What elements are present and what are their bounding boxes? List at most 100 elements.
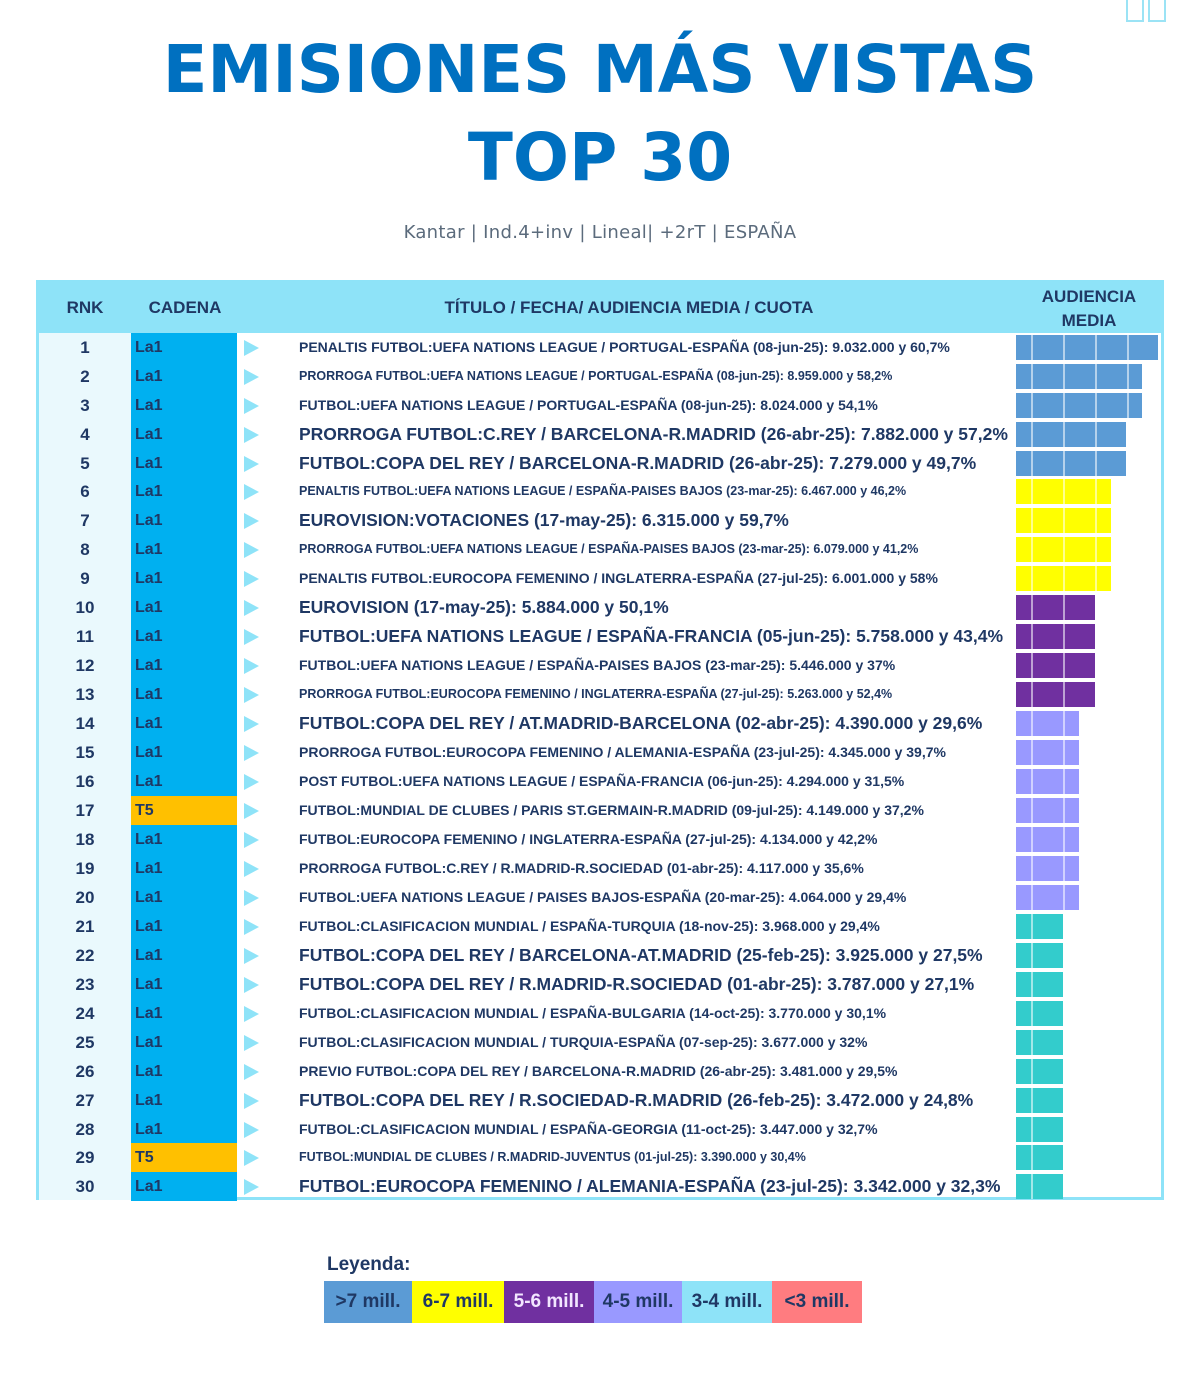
broadcast-title-cell: FUTBOL:CLASIFICACION MUNDIAL / ESPAÑA-GE… — [299, 1121, 878, 1137]
audience-bar — [1016, 1145, 1063, 1170]
audience-bar — [1016, 972, 1063, 997]
legend-item: 4-5 mill. — [594, 1281, 682, 1323]
play-arrow-icon — [244, 861, 259, 877]
table-row: 2 La1 PRORROGA FUTBOL:UEFA NATIONS LEAGUE … — [39, 362, 1161, 391]
play-arrow-icon — [244, 977, 259, 993]
rank-cell: 22 — [75, 946, 95, 965]
column-header-cadena: CADENA — [148, 298, 222, 317]
rank-cell: 11 — [76, 627, 94, 646]
play-arrow-icon — [244, 398, 259, 414]
play-arrow-icon — [244, 716, 259, 732]
source-subtitle: Kantar | Ind.4+inv | Lineal| +2rT | ESPA… — [403, 222, 797, 243]
channel-cell: La1 — [131, 709, 237, 738]
channel-cell: T5 — [131, 796, 237, 825]
play-arrow-icon — [244, 687, 259, 703]
table-row: 20 La1 FUTBOL:UEFA NATIONS LEAGUE / PAISES… — [39, 883, 1161, 912]
corner-logo-icon — [1126, 0, 1170, 22]
broadcast-title-cell: FUTBOL:UEFA NATIONS LEAGUE / ESPAÑA-FRAN… — [299, 626, 1004, 646]
rank-cell: 8 — [80, 540, 90, 559]
play-arrow-icon — [244, 1064, 259, 1080]
play-arrow-icon — [244, 832, 259, 848]
play-arrow-icon — [244, 629, 259, 645]
rank-cell: 18 — [75, 830, 95, 849]
rank-cell: 2 — [80, 367, 90, 386]
audience-bar — [1016, 769, 1079, 794]
table-row: 8 La1 PRORROGA FUTBOL:UEFA NATIONS LEAGUE … — [39, 535, 1161, 564]
table-row: 5 La1 FUTBOL:COPA DEL REY / BARCELONA-R.MA… — [39, 449, 1161, 478]
rank-cell: 15 — [75, 743, 95, 762]
rank-cell: 9 — [80, 569, 90, 588]
audience-bar — [1016, 827, 1079, 852]
audience-bar — [1016, 914, 1063, 939]
channel-cell: La1 — [131, 477, 237, 506]
channel-cell: La1 — [131, 535, 237, 564]
channel-cell: La1 — [131, 1115, 237, 1144]
rank-cell: 4 — [80, 425, 90, 444]
broadcast-title-cell: PRORROGA FUTBOL:EUROCOPA FEMENINO / INGL… — [299, 687, 893, 701]
channel-cell: La1 — [131, 391, 237, 420]
table-row: 22 La1 FUTBOL:COPA DEL REY / BARCELONA-AT.… — [39, 941, 1161, 970]
audience-bar — [1016, 885, 1079, 910]
rank-cell: 29 — [75, 1148, 95, 1167]
audience-bar — [1016, 479, 1111, 504]
channel-cell: La1 — [131, 1028, 237, 1057]
channel-cell: La1 — [131, 333, 237, 362]
table-row: 27 La1 FUTBOL:COPA DEL REY / R.SOCIEDAD-R.… — [39, 1086, 1161, 1115]
channel-cell: La1 — [131, 854, 237, 883]
channel-cell: La1 — [131, 1057, 237, 1086]
table-row: 26 La1 PREVIO FUTBOL:COPA DEL REY / BARCEL… — [39, 1057, 1161, 1086]
channel-cell: La1 — [131, 420, 237, 449]
column-header-title: TÍTULO / FECHA/ AUDIENCIA MEDIA / CUOTA — [444, 298, 814, 317]
broadcast-title-cell: PENALTIS FUTBOL:UEFA NATIONS LEAGUE / PO… — [299, 339, 950, 355]
play-arrow-icon — [244, 774, 259, 790]
audience-bar — [1016, 537, 1111, 562]
rank-cell: 19 — [75, 859, 95, 878]
legend-item: >7 mill. — [324, 1281, 412, 1323]
legend-label: Leyenda: — [327, 1254, 411, 1275]
channel-cell: La1 — [131, 1086, 237, 1115]
broadcast-title-cell: FUTBOL:EUROCOPA FEMENINO / INGLATERRA-ES… — [299, 831, 878, 847]
audience-bar — [1016, 508, 1111, 533]
play-arrow-icon — [244, 1179, 259, 1195]
table-row: 1 La1 PENALTIS FUTBOL:UEFA NATIONS LEAGUE … — [39, 333, 1161, 362]
channel-cell: La1 — [131, 825, 237, 854]
audience-bar — [1016, 422, 1126, 447]
table-row: 13 La1 PRORROGA FUTBOL:EUROCOPA FEMENINO /… — [39, 680, 1161, 709]
rank-cell: 27 — [75, 1091, 95, 1110]
audience-bar — [1016, 711, 1079, 736]
rank-cell: 16 — [75, 772, 95, 791]
rank-cell: 1 — [80, 338, 90, 357]
rank-column-background — [39, 333, 131, 1200]
table-row: 29 T5 FUTBOL:MUNDIAL DE CLUBES / R.MADRID-… — [39, 1143, 1161, 1172]
table-row: 4 La1 PRORROGA FUTBOL:C.REY / BARCELONA-R.… — [39, 420, 1161, 449]
rank-cell: 14 — [75, 714, 95, 733]
play-arrow-icon — [244, 456, 259, 472]
audience-bar — [1016, 566, 1111, 591]
channel-cell: La1 — [131, 941, 237, 970]
channel-cell: La1 — [131, 680, 237, 709]
channel-cell: La1 — [131, 738, 237, 767]
broadcast-title-cell: FUTBOL:MUNDIAL DE CLUBES / PARIS ST.GERM… — [299, 802, 924, 818]
play-arrow-icon — [244, 890, 259, 906]
table-row: 18 La1 FUTBOL:EUROCOPA FEMENINO / INGLATER… — [39, 825, 1161, 854]
channel-cell: La1 — [131, 1172, 237, 1201]
audience-bar — [1016, 1059, 1063, 1084]
play-arrow-icon — [244, 658, 259, 674]
broadcast-title-cell: PENALTIS FUTBOL:UEFA NATIONS LEAGUE / ES… — [299, 484, 907, 498]
play-arrow-icon — [244, 1093, 259, 1109]
table-row: 9 La1 PENALTIS FUTBOL:EUROCOPA FEMENINO / … — [39, 564, 1161, 593]
audience-bar — [1016, 451, 1126, 476]
broadcast-title-cell: PENALTIS FUTBOL:EUROCOPA FEMENINO / INGL… — [299, 570, 938, 586]
legend: >7 mill. 6-7 mill. 5-6 mill. 4-5 mill. 3-4 m… — [324, 1281, 862, 1323]
rank-cell: 21 — [75, 917, 95, 936]
rank-cell: 13 — [75, 685, 95, 704]
rank-cell: 17 — [75, 801, 95, 820]
table-row: 11 La1 FUTBOL:UEFA NATIONS LEAGUE / ESPAÑA… — [39, 622, 1161, 651]
rank-cell: 28 — [75, 1120, 95, 1139]
page-title-line2: TOP 30 — [467, 119, 733, 196]
audience-bar — [1016, 393, 1142, 418]
broadcast-title-cell: FUTBOL:UEFA NATIONS LEAGUE / PAISES BAJO… — [299, 889, 907, 905]
broadcast-title-cell: PRORROGA FUTBOL:UEFA NATIONS LEAGUE / ES… — [299, 542, 919, 556]
broadcast-title-cell: FUTBOL:COPA DEL REY / R.MADRID-R.SOCIEDA… — [299, 974, 975, 994]
rank-cell: 6 — [80, 482, 90, 501]
